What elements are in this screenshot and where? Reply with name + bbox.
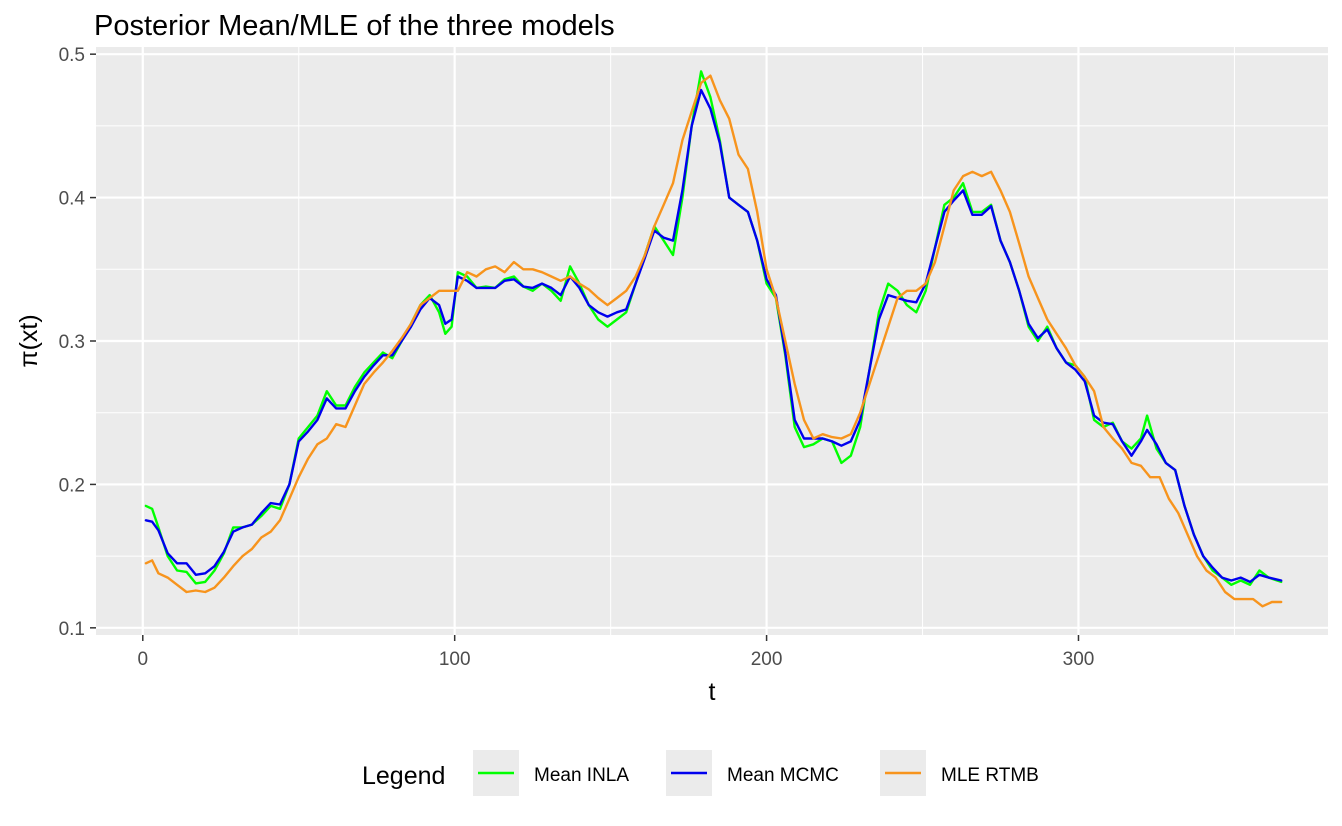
axes-layer: 0 100 200 300 0.1 0.2 0.3 0.4 0.5 bbox=[59, 45, 1095, 670]
y-tick-label: 0.5 bbox=[59, 45, 85, 66]
x-axis-label: t bbox=[709, 678, 716, 706]
x-tick-label: 0 bbox=[137, 649, 148, 670]
y-tick-label: 0.3 bbox=[59, 332, 85, 353]
legend-items: Mean INLA Mean MCMC MLE RTMB bbox=[473, 750, 1039, 796]
x-tick-label: 200 bbox=[751, 649, 783, 670]
legend-label-mle-rtmb: MLE RTMB bbox=[941, 765, 1039, 786]
x-tick-label: 300 bbox=[1063, 649, 1095, 670]
chart-title: Posterior Mean/MLE of the three models bbox=[94, 10, 615, 42]
y-axis-label: π(xt) bbox=[15, 314, 43, 367]
grid-major bbox=[96, 47, 1328, 635]
y-tick-label: 0.4 bbox=[59, 189, 86, 210]
series-line-mle-rtmb bbox=[144, 74, 1283, 608]
legend-label-mean-inla: Mean INLA bbox=[534, 765, 629, 786]
grid-minor bbox=[96, 47, 1328, 635]
legend-title: Legend bbox=[362, 762, 445, 790]
series-line-mean-mcmc bbox=[144, 88, 1283, 584]
y-tick-label: 0.1 bbox=[59, 619, 85, 640]
legend: Legend Mean INLA Mean MCMC MLE RTMB bbox=[362, 750, 1039, 796]
y-tick-label: 0.2 bbox=[59, 475, 85, 496]
series-layer bbox=[144, 70, 1283, 608]
legend-label-mean-mcmc: Mean MCMC bbox=[727, 765, 839, 786]
x-tick-label: 100 bbox=[439, 649, 471, 670]
